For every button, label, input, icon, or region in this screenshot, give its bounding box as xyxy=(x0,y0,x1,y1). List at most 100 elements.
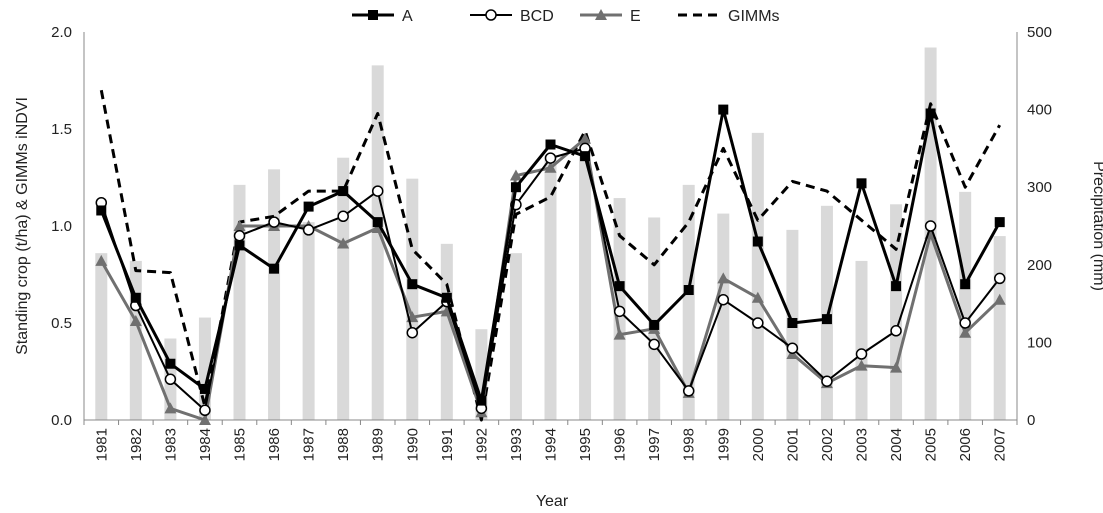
x-tick-label-2007: 2007 xyxy=(992,428,1009,461)
point-a-1986 xyxy=(269,263,280,274)
point-a-2005 xyxy=(925,108,936,119)
x-tick-label-1982: 1982 xyxy=(128,428,145,461)
precipitation-bars xyxy=(95,47,1006,421)
point-e-1995 xyxy=(579,132,592,144)
legend-marker-bcd xyxy=(485,9,497,21)
point-bcd-1989 xyxy=(371,185,384,197)
x-tick-label-2003: 2003 xyxy=(854,428,871,461)
point-a-2002 xyxy=(821,314,832,325)
point-e-1999 xyxy=(717,272,730,284)
point-bcd-1998 xyxy=(682,385,695,397)
precipitation-bar-1988 xyxy=(337,157,350,420)
x-tick-label-1996: 1996 xyxy=(612,428,629,461)
point-e-1993 xyxy=(509,169,522,181)
point-a-1999 xyxy=(718,104,729,115)
axes xyxy=(83,32,1018,425)
point-a-2006 xyxy=(960,279,971,290)
x-tick-label-1992: 1992 xyxy=(473,428,490,461)
legend-label-gimms: GIMMs xyxy=(728,8,780,25)
x-tick-label-1985: 1985 xyxy=(232,428,249,461)
legend-label-bcd: BCD xyxy=(520,8,554,25)
right-tick-labels: 0 100 200 300 400 500 xyxy=(1027,24,1052,429)
x-tick-label-2004: 2004 xyxy=(888,428,905,461)
x-tick-label-1995: 1995 xyxy=(577,428,594,461)
point-a-1992 xyxy=(476,395,487,406)
point-e-1996 xyxy=(613,328,626,340)
left-tick-label: 0.5 xyxy=(51,315,72,332)
point-a-1983 xyxy=(165,358,176,369)
point-bcd-2001 xyxy=(786,342,799,354)
point-e-2003 xyxy=(855,359,868,371)
point-bcd-2003 xyxy=(855,348,868,360)
precipitation-bar-2000 xyxy=(751,132,764,420)
x-tick-label-1994: 1994 xyxy=(543,428,560,461)
point-e-1988 xyxy=(337,237,350,249)
left-tick-label: 2.0 xyxy=(51,24,72,41)
series-lines xyxy=(95,89,1006,425)
x-tick-label-2002: 2002 xyxy=(819,428,836,461)
point-bcd-1988 xyxy=(337,210,349,223)
point-a-1994 xyxy=(545,139,556,150)
legend-marker-a xyxy=(368,10,378,20)
left-tick-labels: 0.0 0.5 1.0 1.5 2.0 xyxy=(51,24,72,429)
point-a-1998 xyxy=(683,285,694,296)
x-tick-label-1983: 1983 xyxy=(162,428,179,461)
point-bcd-1985 xyxy=(233,229,246,242)
series-a xyxy=(96,104,1005,406)
left-axis-title: Standing crop (t/ha) & GIMMs iNDVI xyxy=(14,97,31,355)
point-a-1988 xyxy=(338,186,349,197)
point-e-1984 xyxy=(198,414,211,425)
point-bcd-2000 xyxy=(752,317,764,329)
x-tick-label-2001: 2001 xyxy=(784,428,801,461)
point-a-1995 xyxy=(580,151,591,162)
precipitation-bar-1995 xyxy=(579,146,592,420)
point-e-2006 xyxy=(959,326,972,338)
point-a-1990 xyxy=(407,279,418,290)
right-tick-label: 500 xyxy=(1027,24,1052,41)
point-a-1993 xyxy=(510,182,521,193)
precipitation-bar-1987 xyxy=(302,222,315,420)
left-tick-label: 1.0 xyxy=(51,218,72,235)
point-bcd-1983 xyxy=(164,373,177,386)
legend-item-e: E xyxy=(580,8,641,25)
point-bcd-1999 xyxy=(717,293,730,306)
precipitation-bar-2007 xyxy=(993,236,1006,420)
x-tick-label-2006: 2006 xyxy=(957,428,974,461)
point-a-2007 xyxy=(994,217,1005,228)
point-bcd-1990 xyxy=(406,326,419,339)
x-tick-label-1981: 1981 xyxy=(93,428,110,461)
point-bcd-1986 xyxy=(268,216,280,228)
point-e-1982 xyxy=(129,315,142,327)
precipitation-bar-1989 xyxy=(371,65,384,421)
x-tick-label-2000: 2000 xyxy=(750,428,767,461)
x-tick-labels: 1981 1982 1983 1984 1985 1986 1987 1988 1989 1990… xyxy=(93,428,1008,461)
point-bcd-1984 xyxy=(199,404,211,417)
legend-label-a: A xyxy=(402,8,413,25)
precipitation-bar-1981 xyxy=(95,253,108,420)
point-a-2004 xyxy=(891,281,902,292)
x-tick-label-1998: 1998 xyxy=(681,428,698,461)
point-a-1997 xyxy=(649,319,660,330)
left-tick-label: 0.0 xyxy=(51,412,72,429)
point-e-1981 xyxy=(95,254,108,266)
x-tick-label-2005: 2005 xyxy=(923,428,940,461)
x-tick-label-1997: 1997 xyxy=(646,428,663,461)
point-a-1996 xyxy=(614,281,625,292)
point-bcd-1994 xyxy=(544,152,557,164)
x-tick-label-1984: 1984 xyxy=(197,428,214,461)
point-a-1989 xyxy=(372,217,383,228)
point-bcd-2004 xyxy=(890,325,902,337)
precipitation-bar-1993 xyxy=(509,253,522,420)
series-gimms xyxy=(99,89,1002,422)
x-tick-label-1991: 1991 xyxy=(439,428,456,461)
precipitation-bar-1997 xyxy=(648,217,661,420)
point-bcd-2002 xyxy=(821,375,833,387)
point-e-1985 xyxy=(233,220,246,231)
point-e-2007 xyxy=(993,293,1006,305)
point-e-2000 xyxy=(751,291,764,303)
x-tick-label-1989: 1989 xyxy=(370,428,387,461)
x-tick-label-1987: 1987 xyxy=(301,428,318,461)
x-tick-label-1993: 1993 xyxy=(508,428,525,461)
point-a-1987 xyxy=(303,201,314,212)
